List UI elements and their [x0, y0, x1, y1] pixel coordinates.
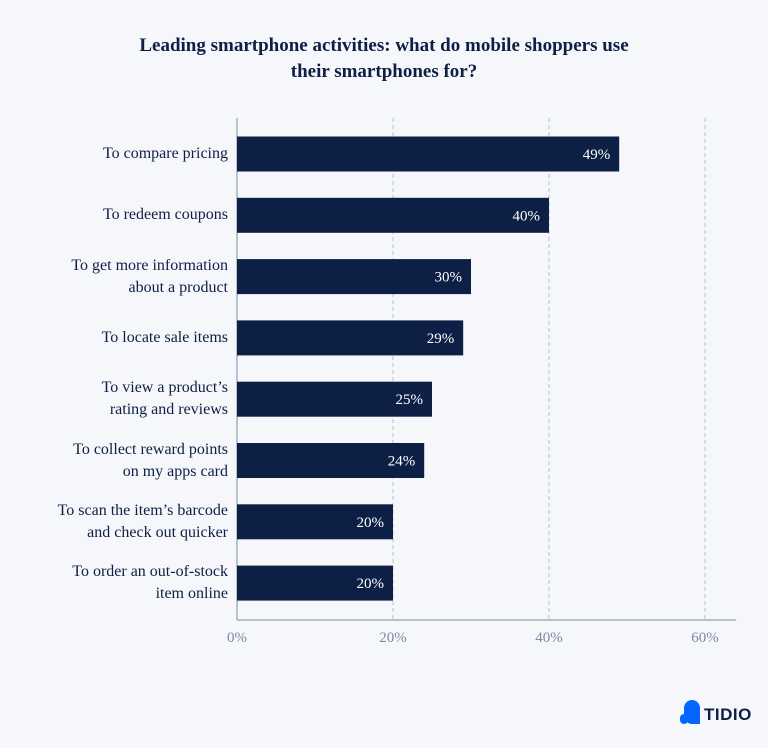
category-label: To get more information about a product	[71, 256, 228, 296]
x-tick-label: 0%	[227, 630, 247, 646]
bar	[237, 197, 549, 233]
category-label: To collect reward points on my apps card	[73, 440, 228, 480]
value-label: 24%	[388, 454, 416, 470]
bar	[237, 136, 620, 172]
x-tick-label: 40%	[535, 630, 563, 646]
value-label: 20%	[357, 515, 385, 531]
x-tick-label: 60%	[691, 630, 719, 646]
bar	[237, 320, 464, 356]
value-label: 30%	[435, 270, 463, 286]
value-label: 29%	[427, 331, 455, 347]
value-label: 49%	[583, 147, 611, 163]
category-label: To compare pricing	[102, 145, 228, 162]
chart-title: Leading smartphone activities: what do m…	[139, 35, 629, 82]
value-label: 25%	[396, 392, 424, 408]
category-label: To order an out-of-stock item online	[72, 563, 228, 603]
bar	[237, 565, 393, 601]
brand: TIDIO	[704, 705, 752, 724]
category-label: To scan the item’s barcode and check out…	[57, 501, 228, 541]
x-tick-label: 20%	[379, 630, 407, 646]
value-label: 40%	[513, 208, 541, 224]
bar	[237, 259, 471, 295]
category-label: To locate sale items	[101, 328, 228, 346]
category-label: To redeem coupons	[102, 206, 228, 224]
bar	[237, 443, 425, 478]
value-label: 20%	[357, 576, 385, 592]
category-label: To view a product’s rating and reviews	[101, 379, 228, 419]
bar	[237, 381, 432, 417]
bar	[237, 504, 393, 540]
